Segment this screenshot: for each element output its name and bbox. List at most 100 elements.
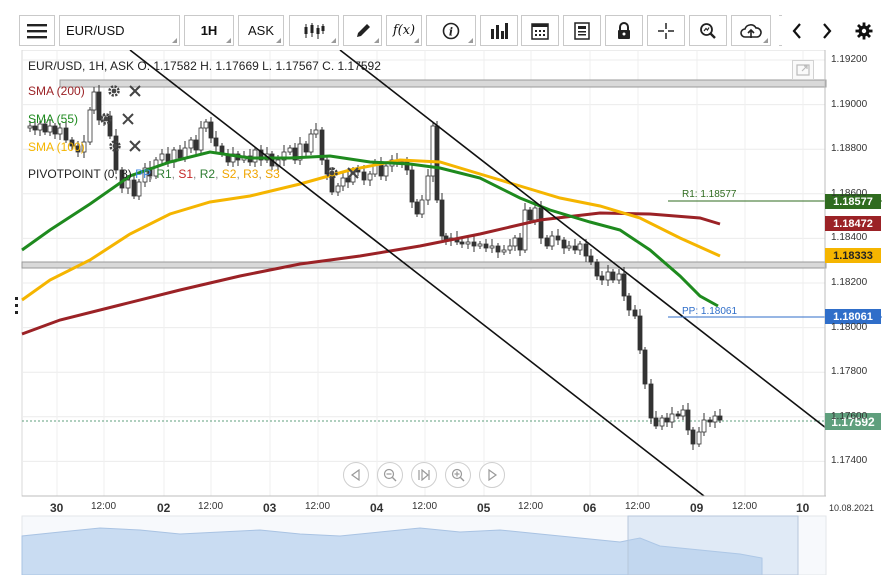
drag-handle-dot xyxy=(15,304,18,307)
lock-icon xyxy=(618,21,630,39)
bar-chart-icon xyxy=(491,22,508,39)
channel-upper-line xyxy=(339,50,827,429)
pivot-legend: PIVOTPOINT (0, 8) PP, R1, S1, R2, S2, R3… xyxy=(28,167,280,181)
drawing-tools-button[interactable] xyxy=(343,15,382,46)
ohlc-legend-text: EUR/USD, 1H, ASK O. 1.17582 H. 1.17669 L… xyxy=(28,59,381,73)
trend-channel-lines xyxy=(129,50,827,497)
candle-body xyxy=(626,295,632,311)
candle-body xyxy=(538,207,544,239)
news-button[interactable] xyxy=(563,15,601,46)
symbol-value: EUR/USD xyxy=(66,23,125,38)
candle-body xyxy=(522,209,528,251)
candle-body xyxy=(63,127,69,141)
pivot-pp-label: PP xyxy=(135,167,150,181)
reset-view-button[interactable] xyxy=(411,462,437,488)
candle-body xyxy=(404,161,410,171)
candle-body xyxy=(188,139,194,149)
chart-toolbar: EUR/USD 1H ASK f(x) i xyxy=(0,0,889,50)
pivot-settings-icon xyxy=(326,167,338,179)
settings-button[interactable] xyxy=(846,15,882,46)
channel-lower-line xyxy=(129,50,705,497)
calendar-button[interactable] xyxy=(521,15,559,46)
scroll-left-button[interactable] xyxy=(782,15,812,46)
sma100-legend: SMA (100) xyxy=(28,140,85,154)
crosshair-button[interactable] xyxy=(647,15,685,46)
candle-body xyxy=(193,139,199,151)
lock-button[interactable] xyxy=(605,15,643,46)
candle-body xyxy=(588,255,594,263)
candle-body xyxy=(653,417,659,427)
candle-body xyxy=(572,245,578,251)
chart-area[interactable]: EUR/USD, 1H, ASK O. 1.17582 H. 1.17669 L… xyxy=(0,50,889,575)
plot-frame xyxy=(21,50,826,497)
share-button[interactable] xyxy=(731,15,771,46)
news-icon xyxy=(574,21,590,40)
candle-body xyxy=(549,235,555,247)
candle-body xyxy=(690,429,696,445)
sma200-price-tag: 1.18472 xyxy=(825,216,881,231)
symbol-selector[interactable]: EUR/USD xyxy=(59,15,180,46)
candle-body xyxy=(292,147,298,161)
time-axis-label: 12:00 xyxy=(518,501,544,512)
time-axis-label: 10 xyxy=(796,501,810,515)
candle-body xyxy=(495,245,501,253)
moving-averages xyxy=(21,150,721,336)
dropdown-corner-icon xyxy=(172,38,177,43)
zoom-button[interactable] xyxy=(689,15,727,46)
candle-body xyxy=(131,179,137,197)
sma100-settings-icon xyxy=(109,140,121,152)
volume-button[interactable] xyxy=(480,15,518,46)
gear-hub xyxy=(111,88,117,94)
time-axis-label: 10.08.2021 xyxy=(829,503,875,513)
time-axis-label: 02 xyxy=(157,501,171,515)
zoom-in-button[interactable] xyxy=(445,462,471,488)
price-axis-label: 1.17800 xyxy=(831,366,868,378)
gear-icon xyxy=(855,22,873,39)
sma200-line xyxy=(21,211,721,336)
candle-body xyxy=(91,91,97,111)
candle-body xyxy=(632,309,638,317)
candle-body xyxy=(465,241,471,245)
candle-body xyxy=(107,115,113,137)
timeframe-selector[interactable]: 1H xyxy=(184,15,234,46)
candle-body xyxy=(42,123,48,133)
reset-view-icon xyxy=(418,469,430,481)
price-axis-label: 1.17600 xyxy=(831,410,868,422)
chart-type-button[interactable] xyxy=(289,15,339,46)
time-axis-label: 09 xyxy=(690,501,704,515)
expand-button[interactable] xyxy=(792,60,814,80)
pp-price-tag: 1.18061 xyxy=(825,309,881,324)
expand-icon xyxy=(796,64,810,76)
price-axis-label: 1.18200 xyxy=(831,277,868,288)
zoom-out-button[interactable] xyxy=(377,462,403,488)
menu-button[interactable] xyxy=(19,15,55,46)
pivot-s3-label: S3 xyxy=(265,167,280,181)
candle-body xyxy=(642,349,648,385)
candle-body xyxy=(335,185,341,193)
dropdown-corner-icon xyxy=(276,38,281,43)
candle-body xyxy=(198,127,204,151)
price-type-selector[interactable]: ASK xyxy=(238,15,284,46)
pan-left-button[interactable] xyxy=(343,462,369,488)
pencil-icon xyxy=(356,23,370,37)
price-chart[interactable] xyxy=(0,50,889,575)
candle-body xyxy=(208,121,214,139)
candle-body xyxy=(159,153,165,161)
candle-body xyxy=(52,125,58,135)
time-axis-label: 04 xyxy=(370,501,384,515)
candle-body xyxy=(696,431,702,445)
zoom-icon xyxy=(700,22,716,39)
candle-body xyxy=(361,171,367,181)
horizontal-bands xyxy=(21,79,827,422)
navigator-panel[interactable] xyxy=(21,515,827,575)
pivot-s2-label: S2 xyxy=(221,167,237,181)
indicators-button[interactable]: f(x) xyxy=(386,15,422,46)
candle-body xyxy=(81,141,87,153)
candle-body xyxy=(616,273,622,281)
scroll-right-button[interactable] xyxy=(812,15,842,46)
pan-right-button[interactable] xyxy=(479,462,505,488)
candle-body xyxy=(610,271,616,281)
info-button[interactable]: i xyxy=(426,15,476,46)
sma55-label: SMA (55) xyxy=(28,112,79,126)
pivot-r3-label: R3 xyxy=(243,167,259,181)
